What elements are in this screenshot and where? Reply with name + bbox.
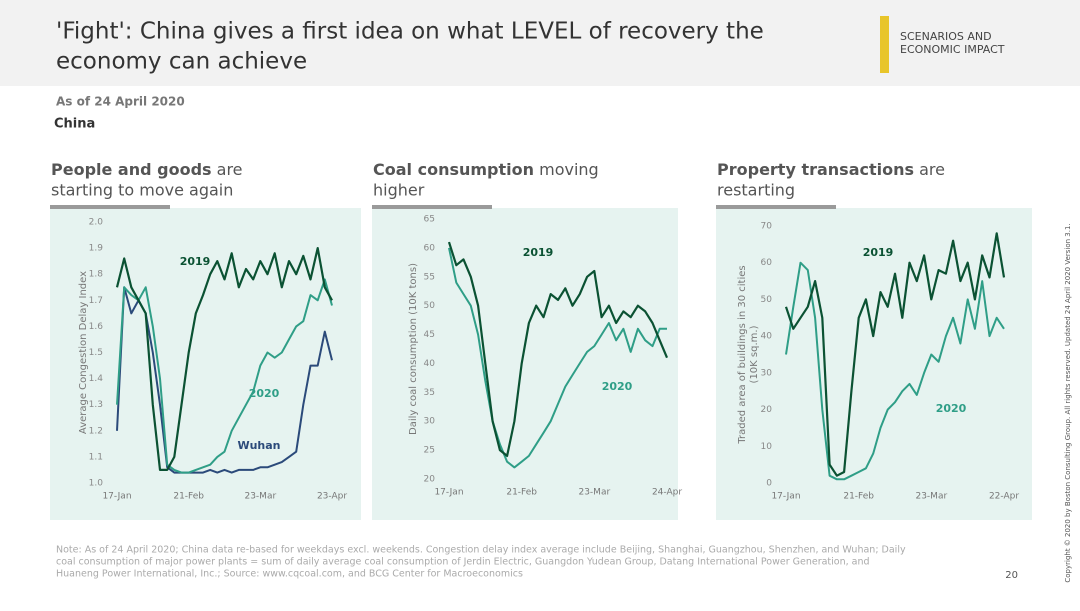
x-tick-label: 21-Feb — [506, 488, 537, 498]
header-bg — [0, 0, 1080, 86]
series-label: 2019 — [863, 246, 894, 259]
y-tick-label: 45 — [424, 330, 435, 340]
heading-underline — [716, 205, 836, 209]
x-tick-label: 23-Mar — [578, 488, 610, 498]
section-label: SCENARIOS AND — [900, 30, 992, 43]
heading-rest: moving — [534, 160, 599, 179]
as-of: As of 24 April 2020 — [56, 95, 185, 109]
chart-heading: restarting — [717, 181, 795, 200]
heading-rest: are — [212, 160, 243, 179]
note: coal consumption of major power plants =… — [56, 557, 870, 568]
y-axis-label: Average Congestion Delay Index — [78, 271, 89, 434]
x-tick-label: 23-Apr — [317, 492, 347, 502]
series-label: Wuhan — [237, 439, 280, 452]
y-tick-label: 1.7 — [89, 296, 103, 306]
accent-bar — [880, 16, 889, 73]
x-tick-label: 23-Mar — [915, 492, 947, 502]
chart-heading: People and goods are — [51, 160, 243, 179]
y-tick-label: 55 — [424, 272, 435, 282]
title: economy can achieve — [56, 49, 307, 75]
y-tick-label: 35 — [424, 388, 435, 398]
y-tick-label: 1.8 — [89, 270, 104, 280]
series-line — [116, 278, 333, 474]
x-tick-label: 17-Jan — [771, 492, 800, 502]
heading-bold: People and goods — [51, 160, 212, 179]
y-tick-label: 1.4 — [89, 374, 104, 384]
y-axis-label: (10K sq.m.) — [749, 325, 760, 383]
y-tick-label: 0 — [766, 479, 772, 489]
heading-bold: Property transactions — [717, 160, 914, 179]
x-tick-label: 21-Feb — [843, 492, 874, 502]
y-axis-label: Traded area of buildings in 30 cities — [737, 265, 748, 444]
x-tick-label: 17-Jan — [102, 492, 131, 502]
page-number: 20 — [1005, 570, 1018, 581]
y-tick-label: 50 — [761, 295, 773, 305]
series-line — [448, 247, 667, 469]
y-tick-label: 70 — [761, 222, 773, 232]
note: Note: As of 24 April 2020; China data re… — [56, 545, 906, 556]
x-tick-label: 23-Mar — [244, 492, 276, 502]
note: Huaneng Power International, Inc.; Sourc… — [56, 569, 523, 580]
series-line — [447, 241, 669, 457]
y-tick-label: 40 — [761, 332, 773, 342]
panel-bg — [716, 208, 1032, 520]
x-tick-label: 24-Apr — [652, 488, 682, 498]
chart-heading: Coal consumption moving — [373, 160, 599, 179]
heading-underline — [372, 205, 492, 209]
series-label: 2019 — [180, 255, 211, 268]
y-tick-label: 60 — [424, 243, 436, 253]
series-label: 2020 — [936, 402, 967, 415]
chart-heading: starting to move again — [51, 181, 233, 200]
x-tick-label: 21-Feb — [173, 492, 204, 502]
series-label: 2020 — [249, 387, 280, 400]
series-label: 2019 — [523, 246, 554, 259]
panel-bg — [372, 208, 678, 520]
series-line — [784, 232, 1006, 477]
y-tick-label: 10 — [761, 442, 773, 452]
chart-heading: Property transactions are — [717, 160, 945, 179]
series-label: 2020 — [602, 380, 633, 393]
copyright: Copyright © 2020 by Boston Consulting Gr… — [1064, 223, 1072, 582]
chart-heading: higher — [373, 181, 425, 200]
x-tick-label: 17-Jan — [434, 488, 463, 498]
y-tick-label: 50 — [424, 301, 436, 311]
series-line — [115, 247, 333, 471]
y-tick-label: 2.0 — [89, 218, 104, 228]
region: China — [54, 117, 95, 132]
y-tick-label: 1.0 — [89, 479, 104, 489]
y-tick-label: 40 — [424, 359, 436, 369]
y-tick-label: 1.6 — [89, 322, 104, 332]
section-label: ECONOMIC IMPACT — [900, 43, 1005, 56]
y-tick-label: 60 — [761, 258, 773, 268]
y-tick-label: 1.1 — [89, 452, 103, 462]
y-tick-label: 25 — [424, 446, 435, 456]
series-line — [785, 261, 1005, 481]
y-tick-label: 20 — [761, 405, 773, 415]
x-tick-label: 22-Apr — [989, 492, 1019, 502]
y-tick-label: 65 — [424, 215, 435, 225]
y-tick-label: 1.9 — [89, 244, 104, 254]
y-tick-label: 1.3 — [89, 400, 103, 410]
y-tick-label: 1.2 — [89, 426, 103, 436]
series-line — [116, 286, 333, 474]
heading-rest: are — [914, 160, 945, 179]
y-axis-label: Daily coal consumption (10K tons) — [408, 263, 419, 435]
panel-bg — [50, 208, 361, 520]
y-tick-label: 30 — [424, 417, 436, 427]
y-tick-label: 30 — [761, 368, 773, 378]
heading-bold: Coal consumption — [373, 160, 534, 179]
y-tick-label: 1.5 — [89, 348, 103, 358]
y-tick-label: 20 — [424, 475, 436, 485]
title: 'Fight': China gives a first idea on wha… — [56, 19, 764, 45]
heading-underline — [50, 205, 170, 209]
